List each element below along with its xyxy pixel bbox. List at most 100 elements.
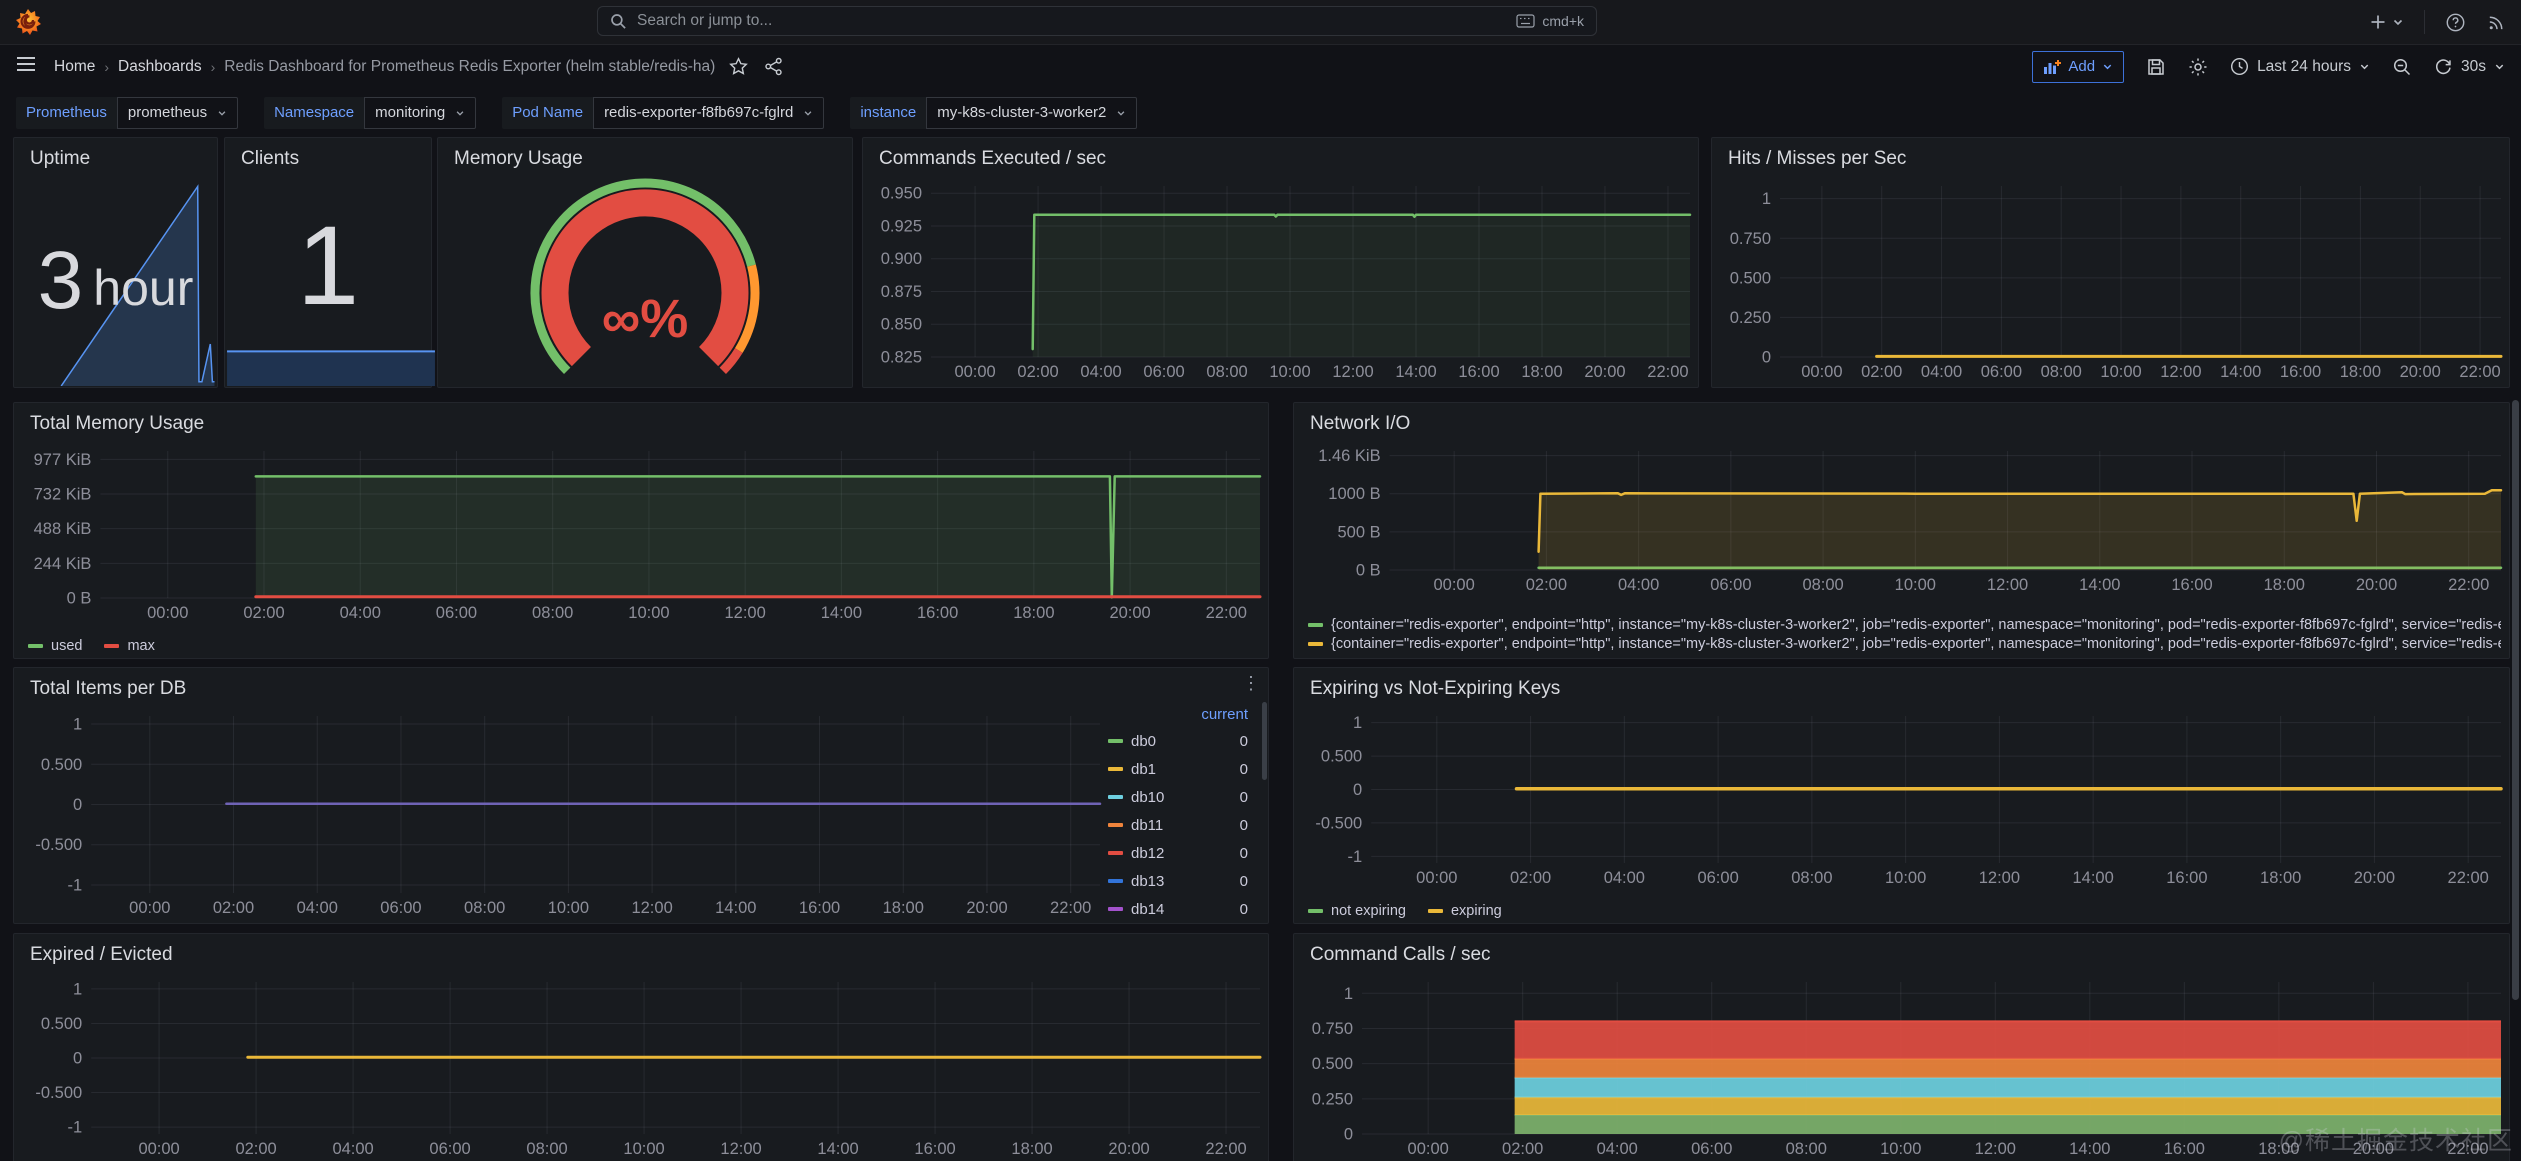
legend-table-row[interactable]: db0 0 [1108,727,1258,755]
legend-swatch [1108,879,1123,883]
panel-uptime[interactable]: Uptime 3 hour [13,137,218,388]
svg-text:06:00: 06:00 [436,604,477,622]
legend-item[interactable]: {container="redis-exporter", endpoint="h… [1308,617,2501,633]
panel-expired-evicted[interactable]: Expired / Evicted 00:00 02:00 04:00 06:00 08… [13,933,1269,1161]
favorite-star-button[interactable] [729,57,749,76]
panel-memory-usage-gauge[interactable]: Memory Usage ∞% [437,137,853,388]
svg-text:0.900: 0.900 [881,250,922,268]
svg-text:12:00: 12:00 [720,1140,761,1158]
legend-item[interactable]: not expiring [1308,903,1406,919]
breadcrumb-home[interactable]: Home [54,57,96,75]
menu-toggle-button[interactable] [16,56,36,77]
grafana-logo-icon[interactable] [14,8,42,36]
legend-swatch [1308,642,1323,646]
time-range-picker[interactable]: Last 24 hours [2230,57,2370,76]
clients-sparkline [226,176,435,386]
svg-text:1: 1 [1353,714,1362,732]
svg-text:977 KiB: 977 KiB [34,451,92,469]
panel-title: Uptime [30,148,91,169]
variable-value-dropdown[interactable]: redis-exporter-f8fb697c-fglrd [593,96,825,129]
svg-text:20:00: 20:00 [2356,576,2397,594]
hits-misses-chart[interactable]: 00:00 02:00 04:00 06:00 08:00 10:00 12:00 14:00… [1714,176,2507,383]
items-per-db-chart[interactable]: 00:00 02:00 04:00 06:00 08:00 10:00 12:00 14:00… [16,706,1106,919]
variable-value-dropdown[interactable]: my-k8s-cluster-3-worker2 [926,96,1138,129]
legend-item[interactable]: {container="redis-exporter", endpoint="h… [1308,636,2501,652]
svg-text:20:00: 20:00 [2400,363,2441,381]
expired-evicted-chart[interactable]: 00:00 02:00 04:00 06:00 08:00 10:00 12:00 14:00… [16,972,1266,1160]
star-icon [729,57,749,75]
legend-scrollbar[interactable] [1262,702,1267,780]
svg-text:-1: -1 [68,1119,83,1137]
commands-chart[interactable]: 00:00 02:00 04:00 06:00 08:00 10:00 12:00 14:00… [865,176,1696,383]
svg-text:16:00: 16:00 [914,1140,955,1158]
zoom-out-icon [2393,58,2411,75]
svg-text:18:00: 18:00 [2264,576,2305,594]
legend-swatch [28,644,43,648]
svg-text:14:00: 14:00 [2079,576,2120,594]
svg-text:16:00: 16:00 [2166,869,2207,887]
legend-table-row[interactable]: db13 0 [1108,867,1258,895]
help-button[interactable] [2445,12,2466,33]
expiring-keys-legend: not expiring expiring [1308,903,2501,919]
legend-table-row[interactable]: db14 0 [1108,895,1258,921]
panel-clients[interactable]: Clients 1 [224,137,435,388]
legend-table-row[interactable]: db1 0 [1108,755,1258,783]
svg-text:1: 1 [1762,190,1771,208]
panel-title: Network I/O [1310,413,1411,434]
zoom-out-button[interactable] [2392,57,2412,77]
legend-swatch [1108,739,1123,743]
variable-value-dropdown[interactable]: monitoring [364,96,477,129]
legend-table-row[interactable]: db12 0 [1108,839,1258,867]
expiring-keys-chart[interactable]: 00:00 02:00 04:00 06:00 08:00 10:00 12:00 14:00… [1296,706,2507,889]
svg-text:10:00: 10:00 [548,899,589,917]
legend-swatch [1108,851,1123,855]
panel-menu-icon[interactable]: ⋮ [1242,673,1260,693]
panel-command-calls[interactable]: Command Calls / sec 00:00 02:00 04:00 06:00… [1293,933,2510,1161]
panel-total-memory-usage[interactable]: Total Memory Usage 00:00 02:00 04:00 06:00 0… [13,402,1269,659]
breadcrumb-dashboards[interactable]: Dashboards [118,57,202,75]
chevron-down-icon [2360,64,2369,70]
panel-expiring-keys[interactable]: Expiring vs Not-Expiring Keys 00:00 02:00… [1293,667,2510,924]
share-icon [765,57,783,76]
legend-column-current[interactable]: current [1201,706,1248,723]
legend-table-row[interactable]: db11 0 [1108,811,1258,839]
chevron-down-icon [218,110,226,116]
legend-item[interactable]: expiring [1427,903,1502,919]
news-button[interactable] [2486,12,2507,33]
add-panel-button[interactable]: Add [2032,50,2125,83]
legend-item[interactable]: used [28,638,82,654]
network-io-chart[interactable]: 00:00 02:00 04:00 06:00 08:00 10:00 12:00 14:00… [1296,441,2507,596]
panel-commands-executed[interactable]: Commands Executed / sec 00:00 02:00 04:00 0… [862,137,1699,388]
legend-item[interactable]: max [104,638,155,654]
svg-text:-0.500: -0.500 [1315,814,1362,832]
chevron-down-icon [804,110,812,116]
legend-swatch [1427,909,1443,913]
panel-hits-misses[interactable]: Hits / Misses per Sec 00:00 02:00 04:00 06:… [1711,137,2510,388]
legend-swatch [1308,623,1323,627]
svg-text:0.850: 0.850 [881,316,922,334]
legend-table-row[interactable]: db10 0 [1108,783,1258,811]
svg-text:08:00: 08:00 [1786,1140,1827,1158]
svg-text:488 KiB: 488 KiB [34,520,92,538]
refresh-button[interactable]: 30s [2434,57,2505,76]
total-memory-chart[interactable]: 00:00 02:00 04:00 06:00 08:00 10:00 12:00 14:00… [16,441,1266,624]
variable-pod-name: Pod Name redis-exporter-f8fb697c-fglrd [502,96,825,129]
svg-text:04:00: 04:00 [1080,363,1121,381]
svg-text:0: 0 [1762,349,1771,367]
page-scrollbar[interactable] [2512,400,2519,1000]
panel-total-items-per-db[interactable]: Total Items per DB ⋮ 00:00 02:00 04:00 06:0… [13,667,1269,924]
dashboard-settings-button[interactable] [2188,57,2208,77]
rss-icon [2489,15,2503,29]
variable-value-dropdown[interactable]: prometheus [116,96,239,129]
new-menu-button[interactable] [2368,12,2404,32]
svg-text:1.46 KiB: 1.46 KiB [1318,447,1380,465]
svg-text:08:00: 08:00 [1791,869,1832,887]
panel-title: Commands Executed / sec [879,148,1107,169]
command-calls-chart[interactable]: 00:00 02:00 04:00 06:00 08:00 10:00 12:00 14:00… [1296,972,2507,1160]
plus-icon [2371,15,2385,29]
panel-network-io[interactable]: Network I/O 00:00 02:00 04:00 06:00 08:00 10:… [1293,402,2510,659]
search-icon [610,13,627,30]
save-dashboard-button[interactable] [2146,57,2166,77]
search-input[interactable]: Search or jump to... cmd+k [597,6,1597,36]
share-button[interactable] [764,57,783,76]
